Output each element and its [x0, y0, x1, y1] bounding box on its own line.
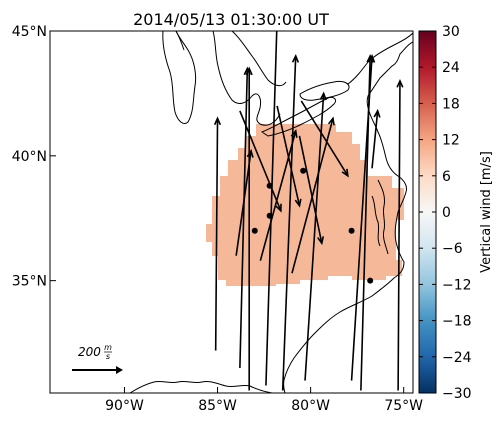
wind-vector-head [213, 116, 222, 126]
wind-vector-shaft [265, 31, 278, 386]
latitude-tick-label: 40°N [12, 149, 47, 165]
colorbar-tick-label: 30 [442, 24, 460, 40]
colorbar-tick-label: 0 [442, 205, 451, 221]
wind-vector-head [246, 148, 254, 158]
wind-vector-shaft [304, 93, 325, 381]
wind-vector-head [341, 168, 349, 178]
scale-arrow-unit-denominator: s [106, 352, 110, 361]
gulf-coast-outline [129, 380, 273, 393]
wind-vector-layer [213, 31, 404, 391]
wind-vector-shaft [239, 68, 249, 369]
colorbar-label: Vertical wind [m/s] [479, 151, 494, 273]
colorbar-tick-label: −30 [442, 386, 472, 402]
st-lawrence-outline [347, 32, 413, 85]
wind-vector-shaft [360, 55, 371, 391]
station-marker [348, 227, 355, 234]
wind-vector-shaft [397, 80, 401, 391]
wind-vector-head [245, 66, 253, 76]
wind-vector-shaft [300, 100, 349, 177]
wind-vector [360, 54, 374, 391]
lake-michigan-outline [162, 31, 197, 125]
wind-vector [213, 116, 222, 351]
map-title: 2014/05/13 01:30:00 UT [133, 10, 329, 29]
wind-vector [235, 148, 254, 256]
wind-vector [281, 54, 300, 391]
station-marker [367, 277, 374, 284]
wind-vector-shaft [235, 150, 252, 256]
wind-vector-shaft [259, 130, 297, 261]
wind-vector-head [290, 128, 298, 138]
station-marker [266, 182, 273, 189]
scale-arrow-head [116, 366, 123, 374]
station-marker [300, 167, 307, 174]
colorbar-tick-label: −12 [442, 277, 472, 293]
colorbar-tick-label: 24 [442, 60, 460, 76]
longitude-tick-label: 90°W [105, 398, 144, 414]
colorbar-tick-label: 18 [442, 96, 460, 112]
wind-vector [245, 66, 253, 391]
wind-vector-head [327, 116, 335, 126]
wind-vector-head [317, 236, 325, 246]
colorbar-tick-label: −18 [442, 314, 472, 330]
latitude-axis: 45°N 40°N 35°N [12, 24, 56, 290]
colorbar: 30 24 18 12 6 0 −6 −12 −18 −24 −30 Vertical wind [… [418, 24, 494, 402]
colorbar-ticks: 30 24 18 12 6 0 −6 −12 −18 −24 −30 [419, 24, 472, 402]
wind-vector [276, 105, 302, 208]
wind-vector-head [294, 198, 302, 208]
wind-vector [396, 78, 404, 391]
map-frame [49, 30, 414, 394]
wind-vector [265, 31, 278, 386]
lake-erie-outline [260, 97, 337, 137]
wind-vector [300, 100, 349, 178]
lake-huron-outline [212, 31, 281, 126]
longitude-tick-label: 75°W [384, 398, 423, 414]
colorbar-tick-label: 12 [442, 133, 460, 149]
wind-vector-shaft [371, 110, 379, 169]
wind-vector [259, 128, 298, 261]
longitude-tick-label: 80°W [291, 398, 330, 414]
vertical-wind-region [206, 124, 404, 286]
green-bay-outline [175, 31, 185, 51]
scale-arrow-value: 200 [78, 345, 101, 359]
longitude-axis: 90°W 85°W 80°W 75°W [105, 387, 423, 414]
wind-vector-head [291, 54, 300, 63]
wind-vector-head [319, 91, 327, 101]
colorbar-tick-label: −24 [442, 350, 472, 366]
wind-vector [239, 110, 282, 213]
wind-vector [298, 135, 325, 246]
atlantic-coast-outline [283, 41, 413, 393]
wind-vector-head [373, 108, 381, 118]
map-layer [129, 31, 413, 393]
latitude-tick-label: 35°N [12, 274, 47, 290]
wind-vector [304, 91, 327, 381]
scale-arrow: 200 m s [72, 343, 123, 374]
colorbar-tick-label: −6 [442, 241, 463, 257]
wind-vector-head [275, 203, 282, 213]
station-marker [266, 212, 273, 219]
coastline-layer [129, 31, 413, 393]
colorbar-tick-label: 6 [442, 169, 451, 185]
latitude-tick-label: 45°N [12, 24, 47, 40]
lake-ontario-outline [299, 81, 350, 101]
wind-vector-shaft [298, 135, 323, 244]
wind-vector-shaft [281, 55, 297, 391]
wind-vector-shaft [214, 118, 219, 351]
station-marker [251, 227, 258, 234]
wind-vector-head [396, 78, 404, 88]
wind-vector-head [366, 54, 374, 63]
georgian-bay-outline [231, 31, 287, 87]
station-layer [251, 167, 374, 284]
wind-vector-shaft [276, 105, 301, 206]
chesapeake-bay-outline [371, 179, 389, 255]
wind-vector-shaft [239, 110, 282, 212]
scale-arrow-unit-numerator: m [104, 343, 112, 352]
wind-vector [371, 108, 381, 169]
longitude-tick-label: 85°W [198, 398, 237, 414]
